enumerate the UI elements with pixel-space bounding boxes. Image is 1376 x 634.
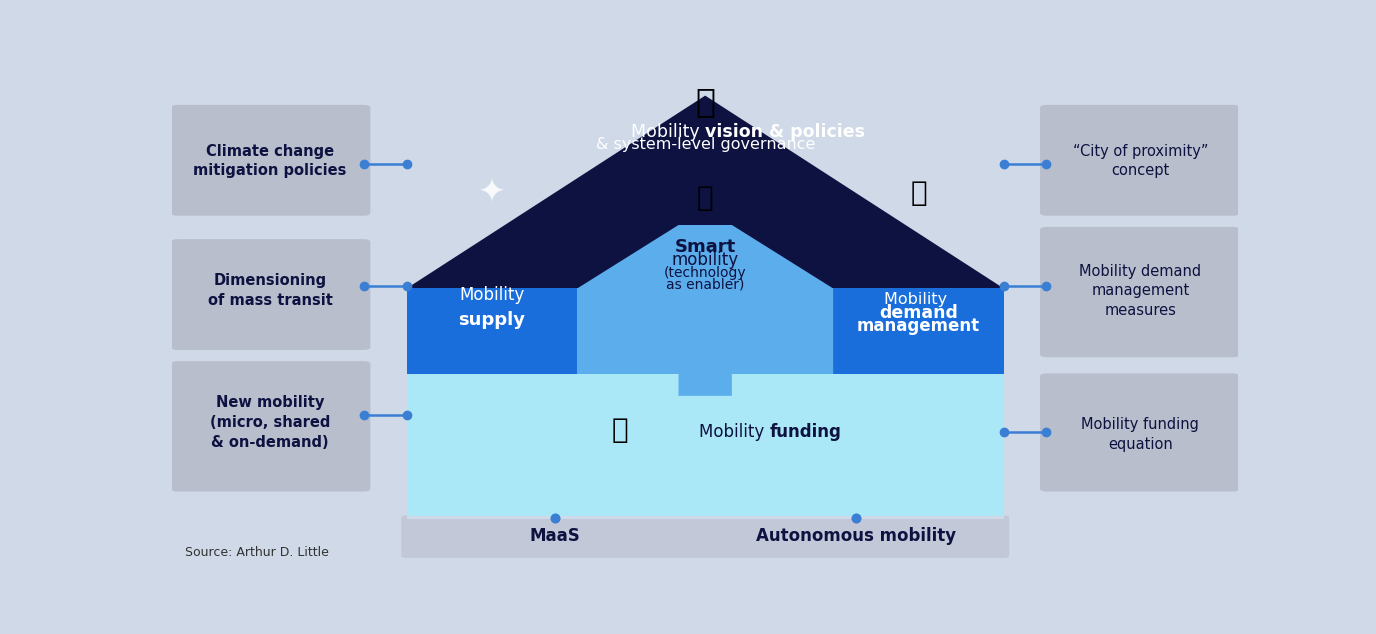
Text: & system-level governance: & system-level governance bbox=[596, 137, 815, 152]
Polygon shape bbox=[578, 225, 834, 396]
Text: Dimensioning
of mass transit: Dimensioning of mass transit bbox=[208, 273, 333, 308]
Text: ✦: ✦ bbox=[477, 177, 506, 210]
Bar bbox=[407, 374, 1004, 518]
Text: “City of proximity”
concept: “City of proximity” concept bbox=[1072, 144, 1208, 178]
FancyBboxPatch shape bbox=[703, 515, 1009, 558]
Bar bbox=[407, 517, 1004, 519]
Text: 👥: 👥 bbox=[910, 179, 927, 207]
Text: vision & policies: vision & policies bbox=[706, 123, 866, 141]
Text: MaaS: MaaS bbox=[530, 527, 579, 545]
Text: Autonomous mobility: Autonomous mobility bbox=[755, 527, 956, 545]
Bar bbox=[834, 288, 1004, 374]
Text: Source: Arthur D. Little: Source: Arthur D. Little bbox=[184, 545, 329, 559]
Text: 🪙: 🪙 bbox=[611, 416, 629, 444]
Text: mobility: mobility bbox=[671, 251, 739, 269]
Text: (technology: (technology bbox=[663, 266, 747, 280]
Bar bbox=[407, 288, 578, 374]
FancyBboxPatch shape bbox=[171, 239, 370, 350]
Text: Climate change
mitigation policies: Climate change mitigation policies bbox=[194, 144, 347, 178]
Text: Mobility funding
equation: Mobility funding equation bbox=[1082, 418, 1200, 452]
Polygon shape bbox=[407, 96, 1004, 288]
FancyBboxPatch shape bbox=[1040, 105, 1240, 216]
Text: supply: supply bbox=[458, 311, 526, 329]
Text: Mobility demand
management
measures: Mobility demand management measures bbox=[1079, 264, 1201, 318]
Text: management: management bbox=[857, 317, 980, 335]
Bar bbox=[578, 288, 834, 374]
Text: Mobility: Mobility bbox=[632, 123, 706, 141]
Text: Smart: Smart bbox=[674, 238, 736, 256]
Text: funding: funding bbox=[769, 424, 841, 441]
Text: Mobility: Mobility bbox=[460, 286, 524, 325]
Text: New mobility
(micro, shared
& on-demand): New mobility (micro, shared & on-demand) bbox=[211, 396, 330, 450]
FancyBboxPatch shape bbox=[402, 515, 707, 558]
Text: 🚗: 🚗 bbox=[696, 184, 714, 212]
FancyBboxPatch shape bbox=[1040, 373, 1240, 491]
FancyBboxPatch shape bbox=[171, 105, 370, 216]
Bar bbox=[407, 288, 1004, 518]
Text: Mobility: Mobility bbox=[885, 292, 952, 307]
FancyBboxPatch shape bbox=[1040, 227, 1240, 358]
Text: Mobility: Mobility bbox=[699, 424, 769, 441]
FancyBboxPatch shape bbox=[171, 361, 370, 491]
Text: 🏛: 🏛 bbox=[695, 85, 716, 118]
Text: as enabler): as enabler) bbox=[666, 277, 744, 291]
Text: demand: demand bbox=[879, 304, 958, 322]
